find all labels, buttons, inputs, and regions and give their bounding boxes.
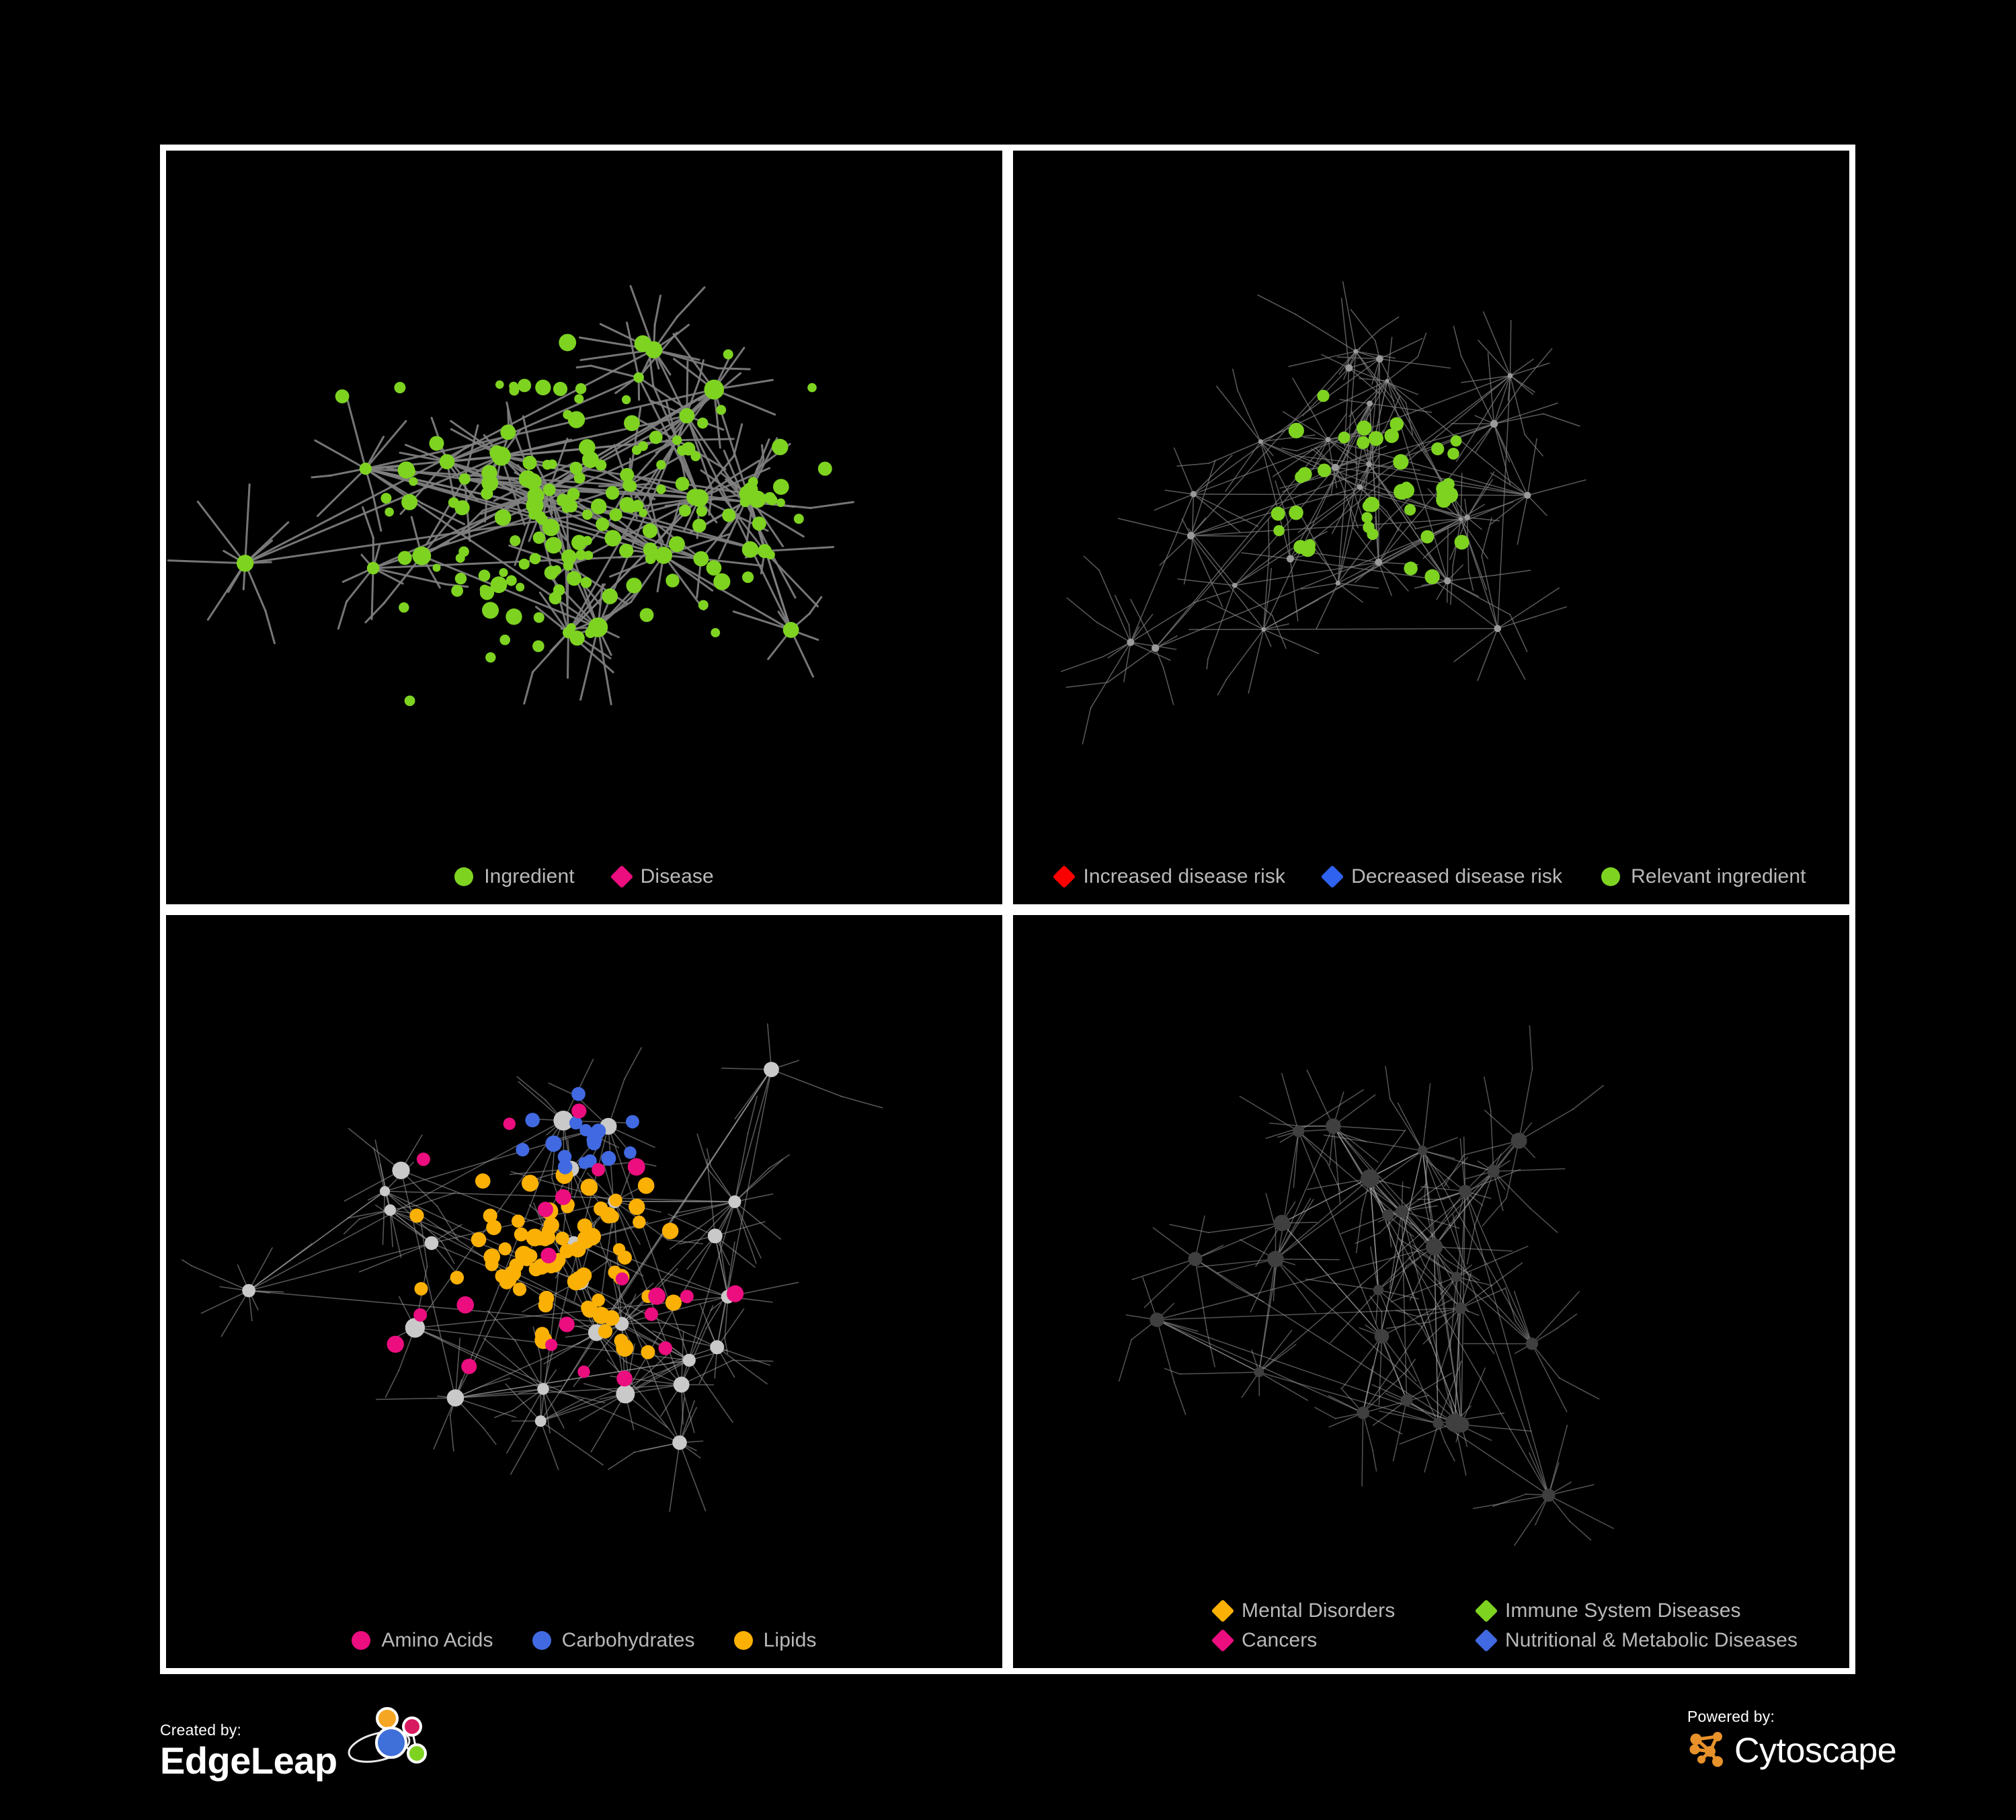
legend-label: Carbohydrates <box>561 1629 695 1651</box>
legend-item[interactable]: Immune System Diseases <box>1474 1599 1741 1623</box>
legend-label: Nutritional & Metabolic Diseases <box>1505 1629 1798 1651</box>
edgeleap-wordmark: EdgeLeap <box>160 1739 337 1782</box>
legend-swatch-amino-acids <box>352 1631 371 1650</box>
panel-disease-risk-highlight[interactable]: Increased disease risk Decreased disease… <box>1013 151 1849 904</box>
legend-label: Disease <box>640 865 714 887</box>
legend-swatch-lipids <box>733 1631 753 1650</box>
network-canvas-overview <box>166 151 1002 904</box>
legend-label: Immune System Diseases <box>1505 1599 1741 1622</box>
panel-grid: Ingredient Disease Increased disease ris… <box>160 145 1855 1674</box>
legend-label: Cancers <box>1242 1629 1318 1651</box>
legend-item[interactable]: Lipids <box>733 1629 817 1651</box>
legend-label: Amino Acids <box>381 1629 493 1651</box>
created-by-kicker: Created by: <box>160 1721 242 1739</box>
legend-item[interactable]: Ingredient <box>454 865 575 887</box>
network-canvas-nutrients <box>166 915 1002 1669</box>
legend-label: Decreased disease risk <box>1351 865 1563 887</box>
panel-ingredient-class-highlight[interactable]: Amino Acids Carbohydrates Lipids <box>166 914 1002 1669</box>
legend-item[interactable]: Carbohydrates <box>532 1630 695 1651</box>
legend-risk: Increased disease risk Decreased disease… <box>1013 865 1849 888</box>
panel-ingredient-disease-overview[interactable]: Ingredient Disease <box>166 151 1002 904</box>
cytoscape-text-stack: Powered by: <box>1687 1708 1897 1772</box>
legend-label: Relevant ingredient <box>1631 865 1806 887</box>
legend-swatch-disease <box>610 865 633 888</box>
legend-swatch-relevant-ingredient <box>1601 867 1621 886</box>
brand-powered-by[interactable]: Powered by: <box>1687 1708 1897 1772</box>
legend-swatch-nutritional-metabolic-diseases <box>1474 1628 1498 1653</box>
legend-swatch-ingredient <box>454 867 474 886</box>
legend-item[interactable]: Nutritional & Metabolic Diseases <box>1474 1628 1798 1653</box>
legend-label: Mental Disorders <box>1242 1599 1396 1622</box>
cytoscape-logo-icon <box>1687 1729 1729 1771</box>
legend-swatch-increased-risk <box>1053 865 1076 888</box>
legend-disease-class: Mental Disorders Immune System Diseases … <box>1013 1599 1849 1653</box>
legend-swatch-immune-system-diseases <box>1474 1599 1498 1623</box>
edgeleap-text-stack: Created by: EdgeLeap <box>160 1721 337 1780</box>
legend-nutrients: Amino Acids Carbohydrates Lipids <box>166 1630 1002 1651</box>
legend-item[interactable]: Increased disease risk <box>1053 865 1286 888</box>
legend-swatch-cancers <box>1211 1628 1235 1653</box>
edgeleap-logo-icon <box>347 1706 436 1780</box>
network-canvas-disease-class <box>1013 915 1849 1669</box>
powered-by-kicker: Powered by: <box>1687 1708 1775 1725</box>
legend-swatch-mental-disorders <box>1211 1599 1235 1623</box>
legend-label: Ingredient <box>484 865 575 887</box>
legend-item[interactable]: Disease <box>610 865 714 888</box>
legend-item[interactable]: Amino Acids <box>352 1630 493 1651</box>
legend-label: Lipids <box>763 1629 817 1651</box>
legend-item[interactable]: Decreased disease risk <box>1320 865 1563 888</box>
network-canvas-risk <box>1013 151 1849 904</box>
brand-created-by[interactable]: Created by: EdgeLeap <box>160 1706 436 1780</box>
cytoscape-wordmark: Cytoscape <box>1734 1731 1897 1770</box>
legend-item[interactable]: Relevant ingredient <box>1601 865 1806 887</box>
legend-item[interactable]: Mental Disorders <box>1211 1599 1437 1623</box>
legend-label: Increased disease risk <box>1083 865 1286 887</box>
legend-swatch-carbohydrates <box>532 1631 551 1650</box>
panel-disease-class-highlight[interactable]: Mental Disorders Immune System Diseases … <box>1013 914 1849 1669</box>
legend-swatch-decreased-risk <box>1320 865 1344 888</box>
legend-overview: Ingredient Disease <box>166 865 1002 888</box>
legend-item[interactable]: Cancers <box>1211 1628 1437 1653</box>
